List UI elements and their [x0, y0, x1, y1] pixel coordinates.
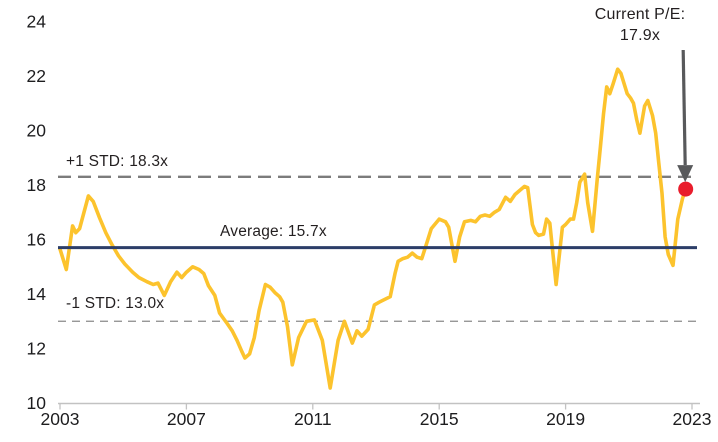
x-tick-label: 2007: [167, 409, 206, 429]
average-label: Average: 15.7x: [220, 223, 327, 240]
current-pe-annotation-line2: 17.9x: [619, 27, 661, 44]
minus-1-std-label: -1 STD: 13.0x: [66, 295, 165, 312]
arrow-shaft: [681, 49, 687, 166]
y-tick-label: 22: [27, 66, 46, 86]
arrow-head-icon: [677, 165, 694, 183]
y-tick-label: 24: [27, 12, 47, 32]
x-tick-label: 2011: [294, 409, 332, 429]
x-tick-label: 2019: [546, 409, 585, 429]
y-tick-label: 12: [27, 339, 46, 359]
y-tick-label: 20: [27, 121, 47, 141]
y-tick-label: 18: [27, 175, 46, 195]
plus-1-std-label: +1 STD: 18.3x: [66, 153, 169, 170]
current-pe-annotation: Current P/E: 17.9x: [566, 4, 714, 46]
y-tick-label: 16: [27, 230, 46, 250]
x-tick-label: 2015: [420, 409, 459, 429]
y-tick-label: 10: [27, 393, 47, 413]
x-tick-label: 2003: [41, 409, 80, 429]
pe-series-line: [58, 67, 688, 390]
current-pe-dot: [678, 181, 694, 197]
x-tick-label: 2023: [673, 409, 712, 429]
current-pe-annotation-line1: Current P/E:: [594, 6, 686, 23]
y-tick-label: 14: [27, 284, 47, 304]
